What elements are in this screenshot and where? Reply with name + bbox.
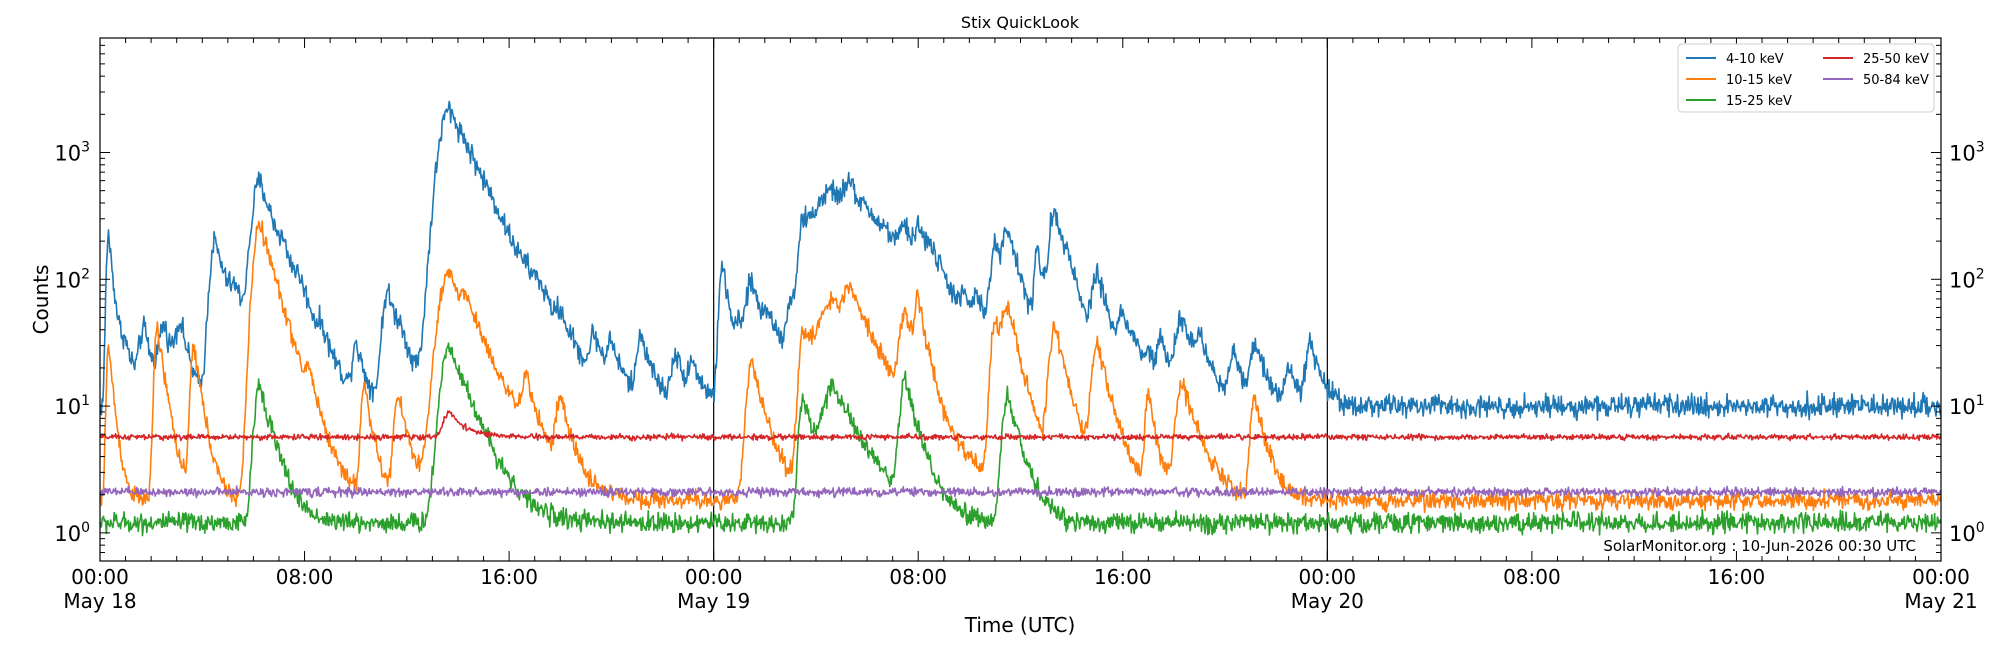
x-tick-label: 00:00 bbox=[1299, 565, 1357, 589]
x-tick-label: 00:00 bbox=[71, 565, 129, 589]
y-tick-label: 102 bbox=[54, 266, 90, 292]
day-boundaries bbox=[713, 38, 1328, 561]
x-tick-label: 16:00 bbox=[1094, 565, 1152, 589]
x-tick-date-label: May 20 bbox=[1291, 589, 1364, 613]
x-tick-date-label: May 18 bbox=[63, 589, 136, 613]
x-tick-label: 00:00 bbox=[685, 565, 743, 589]
chart-title: Stix QuickLook bbox=[961, 13, 1080, 32]
legend-box bbox=[1677, 43, 1935, 113]
legend-label: 50-84 keV bbox=[1863, 73, 1929, 88]
y-tick-label: 101 bbox=[54, 393, 90, 419]
series-line-10-15-keV bbox=[99, 220, 1942, 514]
legend-label: 25-50 keV bbox=[1863, 52, 1929, 67]
series-line-4-10-keV bbox=[99, 100, 1942, 422]
plot-background bbox=[100, 38, 1941, 561]
x-tick-label: 16:00 bbox=[480, 565, 538, 589]
legend-label: 10-15 keV bbox=[1726, 73, 1792, 88]
y-tick-label-right: 100 bbox=[1949, 520, 1985, 546]
x-tick-label: 08:00 bbox=[276, 565, 334, 589]
y-axis: 100 100 101 101 102 102 103 103 bbox=[54, 37, 1985, 562]
x-tick-label: 08:00 bbox=[889, 565, 947, 589]
y-tick-label-right: 103 bbox=[1949, 140, 1985, 166]
source-annotation: SolarMonitor.org : 10-Jun-2026 00:30 UTC bbox=[1603, 537, 1916, 555]
series-line-15-25-keV bbox=[99, 342, 1942, 537]
series-layer bbox=[99, 100, 1942, 537]
y-tick-label: 103 bbox=[54, 140, 90, 166]
legend-label: 4-10 keV bbox=[1726, 52, 1784, 67]
x-tick-label: 16:00 bbox=[1708, 565, 1766, 589]
legend-label: 15-25 keV bbox=[1726, 94, 1792, 109]
x-tick-date-label: May 21 bbox=[1904, 589, 1977, 613]
x-tick-label: 08:00 bbox=[1503, 565, 1561, 589]
x-axis-label: Time (UTC) bbox=[964, 613, 1076, 637]
y-tick-label-right: 101 bbox=[1949, 393, 1985, 419]
y-axis-label: Counts bbox=[29, 265, 53, 335]
legend: 4-10 keV 10-15 keV 15-25 keV 25-50 keV 50-84… bbox=[1677, 43, 1935, 113]
series-line-50-84-keV bbox=[99, 485, 1942, 499]
x-tick-date-label: May 19 bbox=[677, 589, 750, 613]
y-tick-label: 100 bbox=[54, 520, 90, 546]
plot-area bbox=[100, 38, 1941, 561]
x-tick-label: 00:00 bbox=[1912, 565, 1970, 589]
y-tick-label-right: 102 bbox=[1949, 266, 1985, 292]
series-line-25-50-keV bbox=[99, 410, 1942, 442]
